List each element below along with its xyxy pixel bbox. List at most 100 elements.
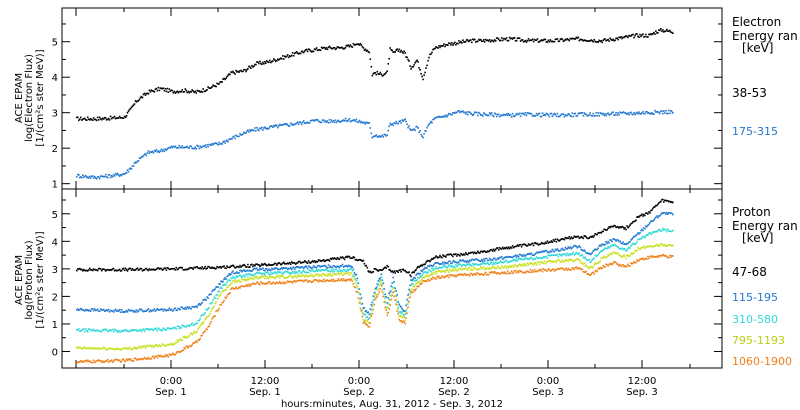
data-point xyxy=(363,49,366,51)
data-point xyxy=(78,119,80,122)
data-point xyxy=(219,143,221,145)
data-point xyxy=(284,56,287,58)
data-point xyxy=(595,263,597,265)
data-point xyxy=(139,157,142,160)
data-point xyxy=(153,269,156,271)
data-point xyxy=(154,88,157,91)
data-point xyxy=(225,267,227,270)
data-point xyxy=(277,282,279,284)
data-point xyxy=(529,112,532,115)
data-point xyxy=(236,135,238,138)
data-point xyxy=(456,261,458,264)
data-point xyxy=(329,270,332,273)
data-point xyxy=(518,269,521,272)
data-point xyxy=(102,361,105,364)
data-point xyxy=(124,267,127,270)
data-point xyxy=(466,268,468,270)
data-point xyxy=(499,247,502,250)
data-point xyxy=(117,117,120,119)
data-point xyxy=(190,145,192,148)
data-point xyxy=(462,268,464,270)
data-point xyxy=(476,111,478,114)
data-point xyxy=(654,256,656,258)
data-point xyxy=(424,275,426,278)
data-point xyxy=(273,263,275,266)
data-point xyxy=(134,100,137,102)
data-point xyxy=(321,269,324,271)
data-point xyxy=(611,244,613,246)
data-point xyxy=(636,33,638,35)
data-point xyxy=(306,275,309,278)
y-tick-label: 1 xyxy=(52,180,58,191)
proton-legend-title-line-2: Energy ran xyxy=(732,219,798,233)
data-point xyxy=(542,242,545,245)
data-point xyxy=(200,303,202,305)
data-point xyxy=(562,261,565,263)
data-point xyxy=(208,266,210,268)
data-point xyxy=(483,268,486,271)
data-point xyxy=(494,258,497,261)
data-point xyxy=(373,135,376,138)
data-point xyxy=(471,264,473,267)
data-point xyxy=(110,329,113,332)
data-point xyxy=(481,250,483,253)
data-point xyxy=(393,51,395,53)
data-point xyxy=(125,269,128,271)
data-point xyxy=(351,119,354,122)
data-point xyxy=(409,296,411,299)
data-point xyxy=(360,120,363,123)
data-point xyxy=(350,257,353,259)
data-point xyxy=(428,123,430,126)
data-point xyxy=(622,111,624,113)
data-point xyxy=(130,106,133,109)
data-point xyxy=(630,35,632,37)
data-point xyxy=(273,276,275,278)
data-point xyxy=(480,273,482,275)
data-point xyxy=(647,255,649,258)
data-point xyxy=(488,249,491,252)
data-point xyxy=(524,257,527,259)
data-point xyxy=(226,139,228,142)
data-point xyxy=(614,238,616,241)
data-point xyxy=(531,115,534,117)
data-point xyxy=(540,250,543,253)
data-point xyxy=(542,39,545,41)
data-point xyxy=(556,253,559,256)
data-point xyxy=(527,243,530,245)
data-point xyxy=(109,360,112,362)
data-point xyxy=(550,254,553,256)
data-point xyxy=(111,310,114,312)
data-point xyxy=(545,255,548,258)
data-point xyxy=(336,120,339,122)
data-point xyxy=(259,267,261,270)
data-point xyxy=(457,42,459,45)
data-point xyxy=(103,310,106,312)
data-point xyxy=(609,252,611,255)
data-point xyxy=(525,264,528,267)
data-point xyxy=(537,257,540,260)
data-point xyxy=(599,266,601,269)
data-point xyxy=(625,35,627,37)
data-point xyxy=(84,310,86,312)
data-point xyxy=(481,258,483,261)
data-point xyxy=(293,262,296,264)
data-point xyxy=(473,39,475,41)
data-point xyxy=(265,62,267,64)
data-point xyxy=(468,111,470,113)
data-point xyxy=(284,282,286,284)
data-point xyxy=(196,341,198,343)
data-point xyxy=(395,49,397,51)
data-point xyxy=(414,269,416,272)
data-point xyxy=(237,70,239,73)
data-point xyxy=(96,116,99,119)
data-point xyxy=(536,261,539,264)
data-point xyxy=(398,318,400,321)
data-point xyxy=(275,124,277,126)
data-point xyxy=(157,86,160,89)
data-point xyxy=(668,200,670,203)
data-point xyxy=(568,113,571,116)
data-point xyxy=(276,281,278,284)
data-point xyxy=(421,270,423,273)
data-point xyxy=(507,246,510,249)
data-point xyxy=(357,121,360,123)
